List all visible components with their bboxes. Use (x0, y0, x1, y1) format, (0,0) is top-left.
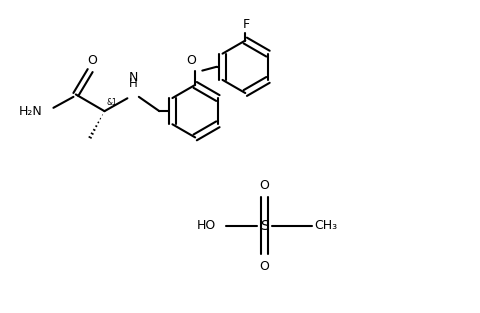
Text: H₂N: H₂N (19, 105, 42, 118)
Text: N: N (128, 71, 137, 84)
Text: O: O (186, 54, 196, 67)
Text: HO: HO (196, 219, 215, 232)
Text: &1: &1 (107, 98, 118, 107)
Text: O: O (87, 54, 97, 67)
Text: F: F (242, 18, 249, 31)
Text: H: H (129, 77, 137, 90)
Text: CH₃: CH₃ (314, 219, 337, 232)
Text: O: O (259, 260, 269, 273)
Text: S: S (260, 219, 268, 233)
Text: O: O (259, 179, 269, 192)
